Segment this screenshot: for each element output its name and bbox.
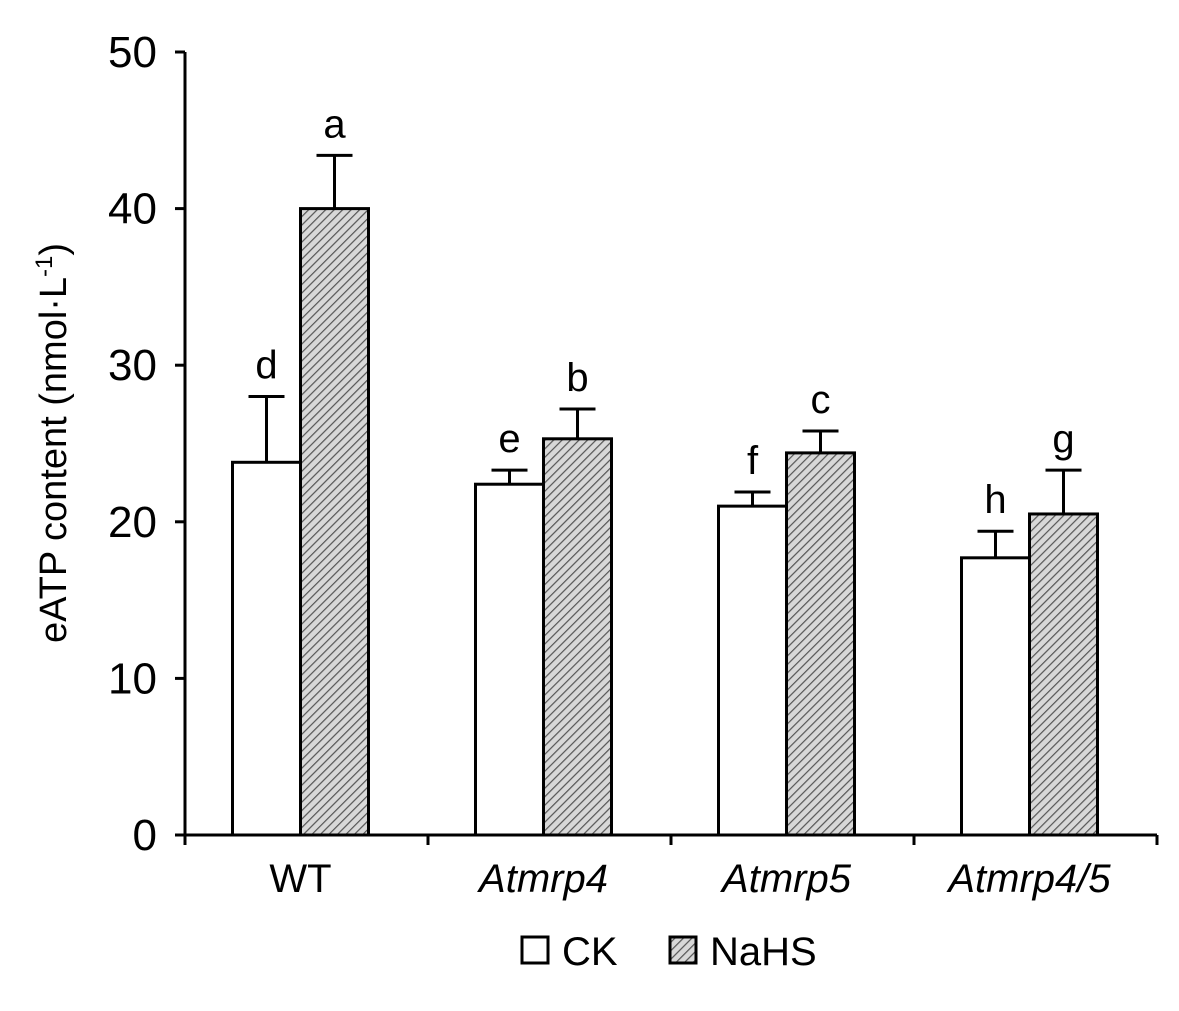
category-label: Atmrp4 [477,857,608,901]
significance-letter: f [747,439,759,483]
category-label: Atmrp5 [720,857,852,901]
y-axis-label: eATP content (nmol·L-1) [31,243,75,643]
y-tick-label: 40 [108,185,157,234]
y-tick-label: 10 [108,654,157,703]
significance-letter: h [984,478,1006,522]
significance-letter: e [498,417,520,461]
y-tick-label: 0 [133,811,157,860]
legend-label-nahs: NaHS [710,930,817,974]
bar-nahs-0 [299,207,370,837]
y-ticks: 0 10 20 30 40 50 [108,28,185,860]
category-label: Atmrp4/5 [946,857,1111,901]
bar-ck-2 [717,504,788,837]
bar-ck-1 [474,482,545,837]
error-bars [248,153,1082,558]
y-tick-label: 20 [108,498,157,547]
bar-nahs-2 [785,451,856,837]
legend-swatch-nahs [668,935,698,965]
legend-label-ck: CK [562,930,618,974]
significance-letter: c [811,378,831,422]
legend: CK NaHS [520,930,817,974]
y-tick-label: 50 [108,28,157,77]
bars [231,207,1099,837]
legend-swatch-ck [520,935,550,965]
bar-ck-3 [960,556,1031,837]
significance-letter: b [566,356,588,400]
bar-nahs-1 [542,437,613,837]
x-ticks [183,835,1159,845]
category-labels: WT Atmrp4 Atmrp5 Atmrp4/5 [269,857,1111,901]
y-tick-label: 30 [108,341,157,390]
significance-letter: g [1052,417,1074,461]
bar-nahs-3 [1028,512,1099,837]
significance-letter: a [323,102,346,146]
significance-labels: d a e b f c h g [255,102,1074,522]
category-label: WT [269,857,331,901]
bar-ck-0 [231,460,302,837]
significance-letter: d [255,344,277,388]
